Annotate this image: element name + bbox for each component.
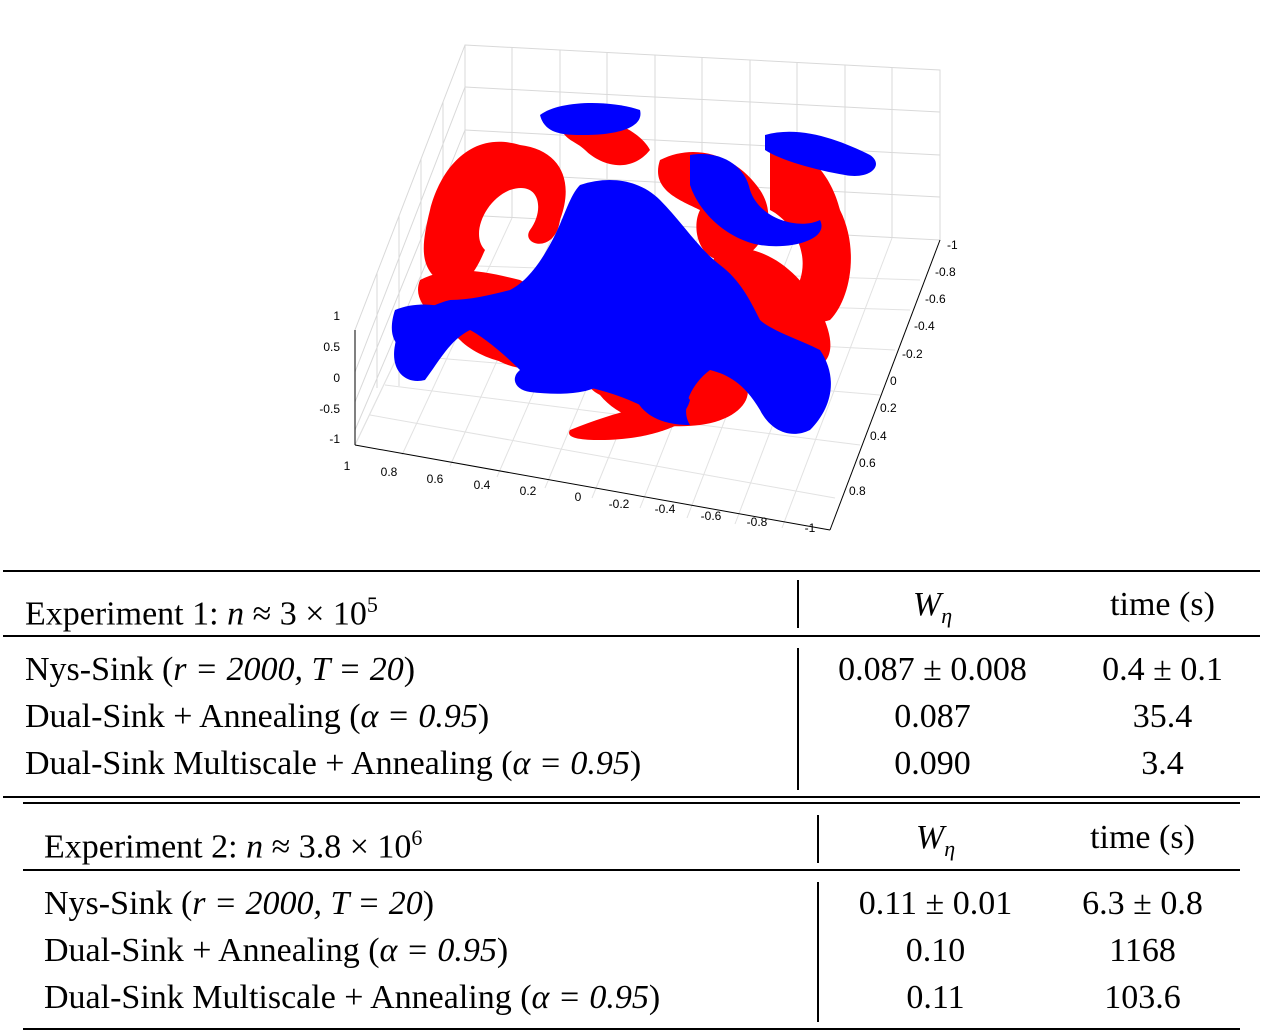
table-header-rule [3,635,1260,637]
table-cell-w: 0.11 [906,979,965,1016]
y-tick-label: -0.2 [902,347,923,361]
x-tick-label: -0.4 [655,502,676,516]
z-axis-ticks: 1 0.5 0 -0.5 -1 [319,309,340,446]
table-header-experiment: Experiment 2: n ≈ 3.8 × 106 [44,825,423,866]
x-tick-label: 0.6 [427,472,444,486]
table-bottom-rule [23,1028,1240,1030]
table-cell-w: 0.090 [894,745,971,782]
axis-lines [354,239,941,531]
y-tick-label: 0.2 [880,401,897,415]
table-cell-time: 35.4 [1132,698,1193,735]
x-tick-label: -0.6 [701,509,722,523]
y-tick-label: -0.6 [925,292,946,306]
column-separator [817,815,819,863]
table-row-method: Nys-Sink (r = 2000, T = 20) [44,885,435,922]
x-tick-label: 0.4 [474,478,491,492]
y-tick-label: 0.8 [849,484,866,498]
x-tick-label: -0.2 [609,497,630,511]
table-cell-w: 0.087 ± 0.008 [838,651,1027,688]
table-row-method: Nys-Sink (r = 2000, T = 20) [25,651,416,688]
column-header-time: time (s) [1090,819,1195,856]
y-tick-label: -0.4 [914,319,935,333]
z-tick-label: -0.5 [319,402,340,416]
x-tick-label: -0.8 [747,515,768,529]
x-tick-label: 0 [575,490,582,504]
y-tick-label: -1 [947,238,958,252]
y-tick-label: -0.8 [935,265,956,279]
table-cell-time: 3.4 [1141,745,1184,782]
x-tick-label: 0.8 [381,465,398,479]
z-tick-label: 0 [333,371,340,385]
y-tick-label: 0 [890,374,897,388]
table-bottom-rule [3,796,1260,798]
table-cell-time: 0.4 ± 0.1 [1102,651,1223,688]
x-tick-label: -1 [805,521,816,535]
table-cell-time: 1168 [1109,932,1176,969]
table-header-rule [23,869,1240,871]
column-header-time: time (s) [1110,586,1215,623]
scatter-3d-plot: 1 0.5 0 -0.5 -1 1 0.8 0.6 0.4 0.2 0 -0.2… [319,44,958,535]
z-tick-label: 1 [333,309,340,323]
column-header-w: Wη [912,586,953,628]
table-header-experiment: Experiment 1: n ≈ 3 × 105 [25,592,378,633]
column-header-w: Wη [915,819,956,861]
table-row-method: Dual-Sink + Annealing (α = 0.95) [25,698,490,735]
x-axis-ticks: 1 0.8 0.6 0.4 0.2 0 -0.2 -0.4 -0.6 -0.8 … [344,459,816,535]
y-tick-label: 0.6 [859,456,876,470]
table-row-method: Dual-Sink + Annealing (α = 0.95) [44,932,509,969]
table-cell-w: 0.087 [894,698,971,735]
table-cell-time: 6.3 ± 0.8 [1082,885,1203,922]
x-tick-label: 1 [344,459,351,473]
blue-point-cloud [391,103,876,434]
z-tick-label: 0.5 [323,340,340,354]
table-top-rule [3,570,1260,572]
y-axis-ticks: -1 -0.8 -0.6 -0.4 -0.2 0 0.2 0.4 0.6 0.8 [849,238,958,498]
z-tick-label: -1 [329,432,340,446]
table-top-rule [23,802,1240,804]
y-tick-label: 0.4 [870,429,887,443]
table-row-method: Dual-Sink Multiscale + Annealing (α = 0.… [44,979,661,1016]
column-separator [817,882,819,1022]
column-separator [797,580,799,628]
column-separator [797,648,799,790]
table-cell-time: 103.6 [1104,979,1181,1016]
table-row-method: Dual-Sink Multiscale + Annealing (α = 0.… [25,745,642,782]
table-cell-w: 0.10 [905,932,966,969]
table-cell-w: 0.11 ± 0.01 [858,885,1013,922]
x-tick-label: 0.2 [520,484,537,498]
